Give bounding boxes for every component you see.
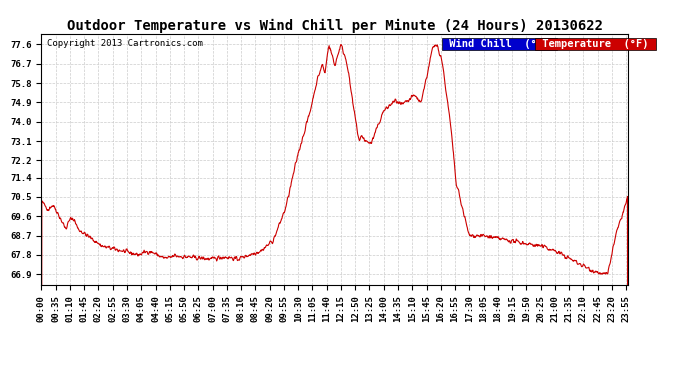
Title: Outdoor Temperature vs Wind Chill per Minute (24 Hours) 20130622: Outdoor Temperature vs Wind Chill per Mi… [67,18,602,33]
Text: Temperature  (°F): Temperature (°F) [536,39,655,49]
Text: Copyright 2013 Cartronics.com: Copyright 2013 Cartronics.com [47,39,203,48]
Text: Wind Chill  (°F): Wind Chill (°F) [443,39,555,49]
